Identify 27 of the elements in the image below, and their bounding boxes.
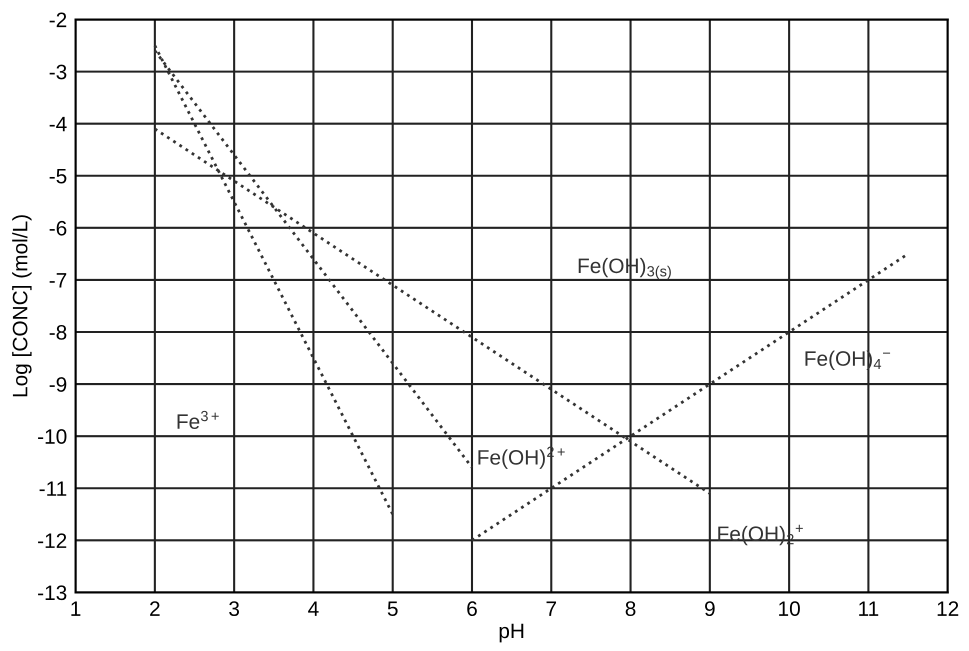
y-tick-label: -8 [50,325,66,340]
y-tick-label: -12 [38,533,66,548]
x-tick-label: 3 [229,601,240,616]
x-tick-label: 2 [150,601,160,616]
x-tick-label: 1 [71,602,80,616]
y-tick-label: -13 [38,585,66,600]
x-tick-label: 6 [467,601,477,616]
y-tick-label: -2 [50,12,66,28]
y-tick-label: -9 [50,377,66,392]
y-tick-label: -3 [50,64,66,80]
y-tick-label: -7 [50,273,66,288]
y-tick-label: -4 [50,116,67,132]
y-tick-label: -6 [50,220,66,236]
y-tick-label: -11 [40,481,66,496]
x-axis-title: pH [500,624,524,642]
y-tick-label: -5 [50,168,66,184]
y-tick-label: -10 [38,429,66,444]
x-tick-label: 11 [859,602,878,616]
x-tick-label: 5 [388,602,398,616]
annotation: Fe$^{3+}$ [178,410,219,429]
x-tick-label: 4 [308,602,319,616]
x-tick-label: 9 [705,601,715,616]
x-tick-label: 12 [938,601,958,616]
x-tick-label: 7 [546,602,556,616]
x-tick-label: 10 [779,601,800,616]
y-axis-title: Log [CONC] (mol/L) [12,215,32,396]
x-tick-label: 8 [626,601,636,616]
